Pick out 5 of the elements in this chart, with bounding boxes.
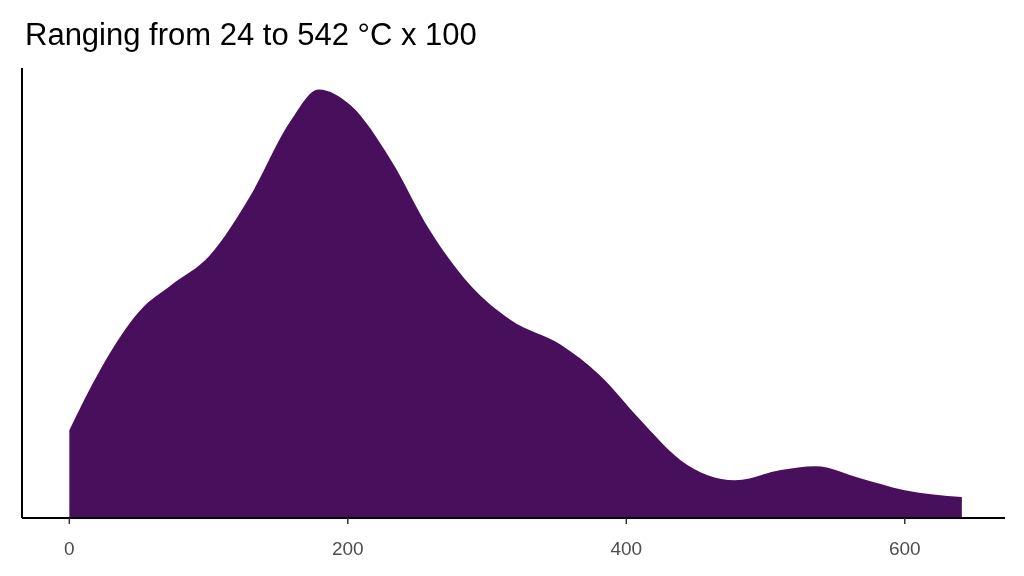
x-tick-label: 400 xyxy=(610,538,643,559)
x-tick-label: 200 xyxy=(331,538,364,559)
x-tick-label: 0 xyxy=(64,538,75,559)
chart-title: Ranging from 24 to 542 °C x 100 xyxy=(25,17,477,52)
x-tick-label: 600 xyxy=(888,538,921,559)
